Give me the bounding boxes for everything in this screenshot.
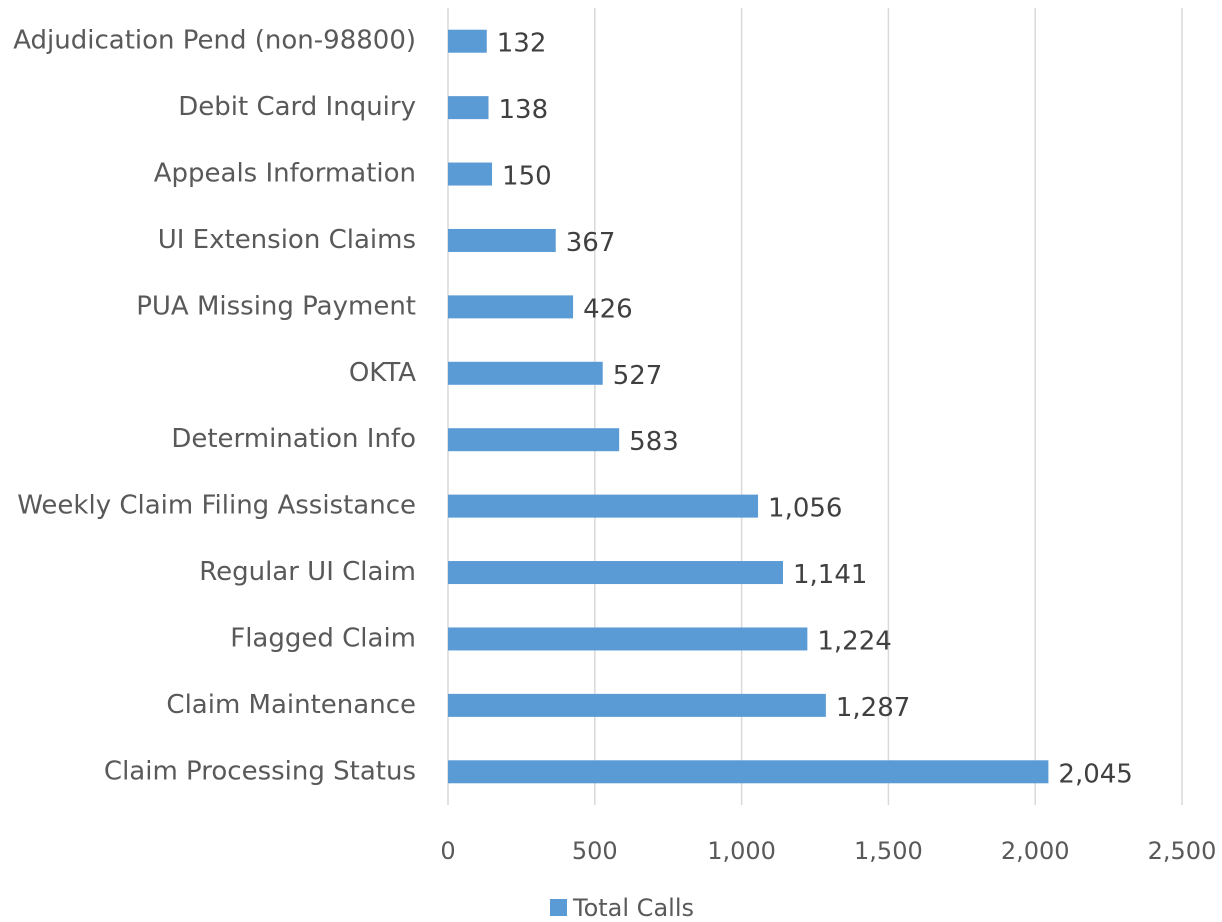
bar <box>448 494 759 518</box>
data-label: 138 <box>499 95 549 125</box>
y-tick-label: Appeals Information <box>154 159 416 189</box>
data-label: 2,045 <box>1058 759 1132 789</box>
bar <box>448 228 556 252</box>
y-tick-label: Weekly Claim Filing Assistance <box>17 491 416 521</box>
bar <box>448 96 489 120</box>
y-tick-label: Claim Maintenance <box>166 690 416 720</box>
y-tick-label: Debit Card Inquiry <box>178 92 416 122</box>
bar <box>448 162 493 186</box>
y-tick-label: OKTA <box>349 358 416 388</box>
x-tick-label: 500 <box>572 837 618 865</box>
y-tick-label: Adjudication Pend (non-98800) <box>13 26 416 56</box>
data-label: 426 <box>583 294 633 324</box>
data-label: 527 <box>613 361 663 391</box>
data-label: 132 <box>497 29 547 59</box>
bar <box>448 760 1049 784</box>
data-label: 1,141 <box>793 560 867 590</box>
y-tick-label: Regular UI Claim <box>199 557 416 587</box>
bar <box>448 29 487 53</box>
data-label: 1,224 <box>817 626 891 656</box>
y-tick-label: Determination Info <box>171 424 416 454</box>
bar <box>448 361 603 385</box>
y-tick-label: Flagged Claim <box>230 623 416 653</box>
legend-swatch <box>550 899 567 916</box>
y-tick-label: UI Extension Claims <box>158 225 416 255</box>
x-tick-label: 2,500 <box>1148 837 1217 865</box>
x-tick-label: 1,000 <box>707 837 776 865</box>
data-label: 150 <box>502 162 552 192</box>
x-tick-label: 2,000 <box>1001 837 1070 865</box>
y-tick-label: PUA Missing Payment <box>136 291 416 321</box>
bar <box>448 627 808 651</box>
y-tick-label: Claim Processing Status <box>104 756 416 786</box>
x-tick-label: 1,500 <box>854 837 923 865</box>
x-tick-label: 0 <box>440 837 455 865</box>
bar <box>448 561 783 585</box>
data-label: 1,287 <box>836 693 910 723</box>
data-label: 367 <box>566 228 616 258</box>
data-label: 1,056 <box>768 494 842 524</box>
data-label: 583 <box>629 427 679 457</box>
legend-label: Total Calls <box>572 894 694 922</box>
bar <box>448 428 620 452</box>
bar <box>448 693 826 717</box>
bar <box>448 295 574 319</box>
